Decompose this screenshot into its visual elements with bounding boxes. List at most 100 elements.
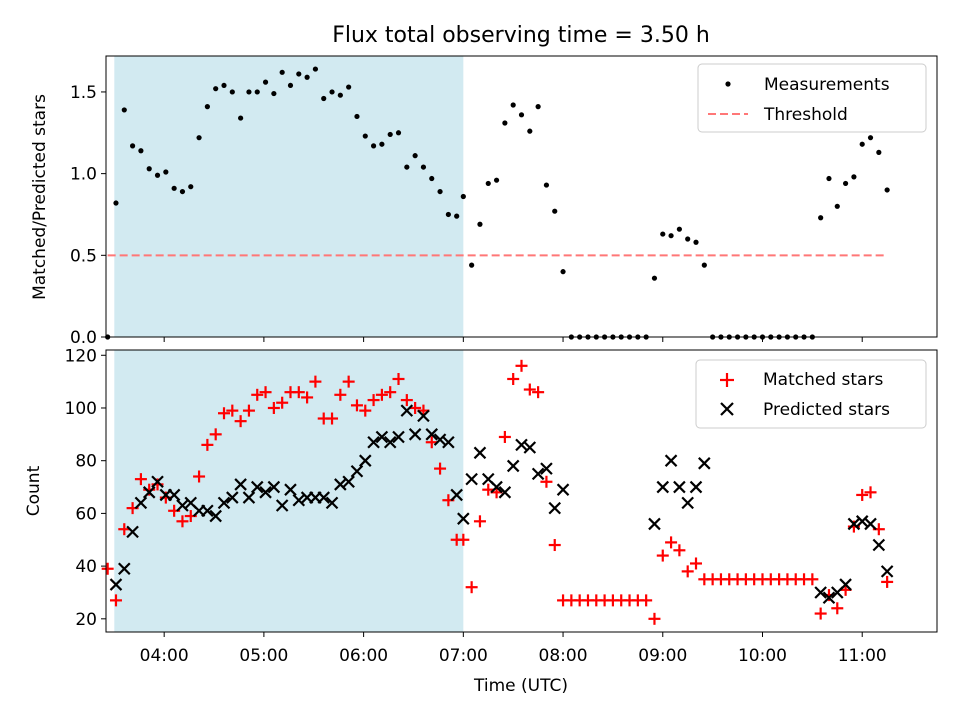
predicted-star-marker <box>425 428 439 441</box>
matched-star-marker <box>665 536 678 549</box>
measurement-point <box>412 153 418 159</box>
measurement-point <box>651 275 658 281</box>
measurement-point <box>329 89 335 95</box>
x-tick-label: 06:00 <box>339 646 388 666</box>
measurement-point <box>146 166 152 172</box>
matched-star-marker <box>201 438 214 451</box>
predicted-star-marker <box>317 491 330 504</box>
measurement-point <box>867 135 874 141</box>
measurement-point <box>387 131 393 138</box>
measurement-point <box>560 269 566 275</box>
measurement-point <box>510 102 516 108</box>
predicted-star-marker <box>151 475 164 489</box>
measurement-point <box>469 262 475 268</box>
measurement-point <box>213 86 219 92</box>
bottom-y-axis: 20 40 60 80 100 120 <box>65 346 106 630</box>
predicted-star-marker <box>450 488 463 502</box>
measurement-point <box>701 262 707 268</box>
predicted-stars-series <box>109 404 894 605</box>
predicted-star-marker <box>814 586 827 599</box>
bottom-y-axis-label: Count <box>24 465 44 516</box>
predicted-star-marker <box>523 441 537 454</box>
predicted-star-marker <box>880 565 894 578</box>
measurement-point <box>113 200 119 206</box>
predicted-star-marker <box>259 486 272 499</box>
matched-star-marker <box>292 386 305 399</box>
bottom-legend-box <box>695 359 927 429</box>
measurement-point <box>321 95 327 102</box>
measurement-point <box>851 174 857 180</box>
matched-star-marker <box>473 515 486 528</box>
matched-star-marker <box>301 391 314 404</box>
predicted-star-marker <box>134 496 148 510</box>
predicted-star-marker <box>648 517 661 531</box>
matched-star-marker <box>864 486 877 499</box>
bottom-y-tick-label: 60 <box>75 504 97 524</box>
measurement-point <box>238 115 244 121</box>
predicted-star-marker <box>473 446 487 460</box>
measurement-point <box>493 177 500 183</box>
measurement-point <box>188 184 194 190</box>
measurements-legend-marker <box>725 81 731 87</box>
predicted-star-marker <box>506 459 520 473</box>
predicted-star-marker <box>375 430 389 444</box>
matched-star-marker <box>806 573 819 586</box>
top-y-tick-label: 1.0 <box>70 165 97 185</box>
measurement-point <box>685 236 691 242</box>
predicted-star-marker <box>864 517 877 531</box>
predicted-star-marker <box>681 496 694 510</box>
measurement-point <box>668 233 674 239</box>
matched-star-marker <box>465 581 478 594</box>
top-shaded-span <box>114 56 464 337</box>
bottom-y-tick-label: 20 <box>75 610 97 630</box>
x-tick-label: 07:00 <box>439 646 488 666</box>
matched-star-marker <box>409 401 422 414</box>
matched-star-marker <box>482 483 495 496</box>
matched-star-marker <box>690 557 703 570</box>
matched-star-marker <box>384 386 397 399</box>
measurement-point <box>354 113 360 120</box>
top-panel: 0.0 0.5 1.0 1.5 Matched/Predicted stars Mea… <box>30 55 938 348</box>
measurement-point <box>179 188 186 195</box>
predicted-legend-marker <box>720 402 734 416</box>
matched-star-marker <box>656 549 669 562</box>
top-y-tick-label: 0.0 <box>70 328 97 348</box>
predicted-star-marker <box>408 428 422 441</box>
matched-star-marker <box>209 428 222 441</box>
top-y-tick-label: 1.5 <box>70 83 97 103</box>
measurement-point <box>346 84 352 90</box>
predicted-star-marker <box>250 480 264 494</box>
measurement-point <box>287 82 294 89</box>
predicted-star-marker <box>656 480 670 494</box>
predicted-star-marker <box>325 496 339 510</box>
measurement-point <box>246 89 252 95</box>
matched-star-marker <box>234 415 247 428</box>
matched-star-marker <box>881 575 894 588</box>
top-y-axis: 0.0 0.5 1.0 1.5 <box>70 83 106 348</box>
matched-star-marker <box>309 375 322 388</box>
bottom-panel: 20 40 60 80 100 120 04:00 05:00 06:00 07:00 08:00… <box>24 346 938 696</box>
predicted-star-marker <box>118 562 131 576</box>
predicted-star-marker <box>392 430 405 444</box>
bottom-y-tick-label: 40 <box>75 557 97 577</box>
matched-star-marker <box>218 407 231 420</box>
predicted-star-marker <box>855 515 869 528</box>
top-y-axis-label: Matched/Predicted stars <box>30 94 50 300</box>
measurement-point <box>312 66 319 72</box>
matched-star-marker <box>242 404 255 417</box>
predicted-star-marker <box>689 480 703 494</box>
bottom-y-tick-label: 80 <box>75 452 97 472</box>
predicted-star-marker <box>540 462 553 475</box>
matched-star-marker <box>640 594 653 607</box>
predicted-star-marker <box>548 501 562 515</box>
matched-star-marker <box>193 470 206 483</box>
matched-star-marker <box>540 475 553 488</box>
measurement-point <box>485 180 491 187</box>
matched-star-marker <box>342 375 355 388</box>
predicted-star-marker <box>334 478 347 491</box>
x-tick-label: 08:00 <box>539 646 588 666</box>
measurement-point <box>552 208 558 214</box>
x-tick-label: 09:00 <box>638 646 687 666</box>
top-y-tick-label: 0.5 <box>70 246 97 266</box>
bottom-x-axis: 04:00 05:00 06:00 07:00 08:00 09:00 10:00 11:00 <box>140 632 887 666</box>
